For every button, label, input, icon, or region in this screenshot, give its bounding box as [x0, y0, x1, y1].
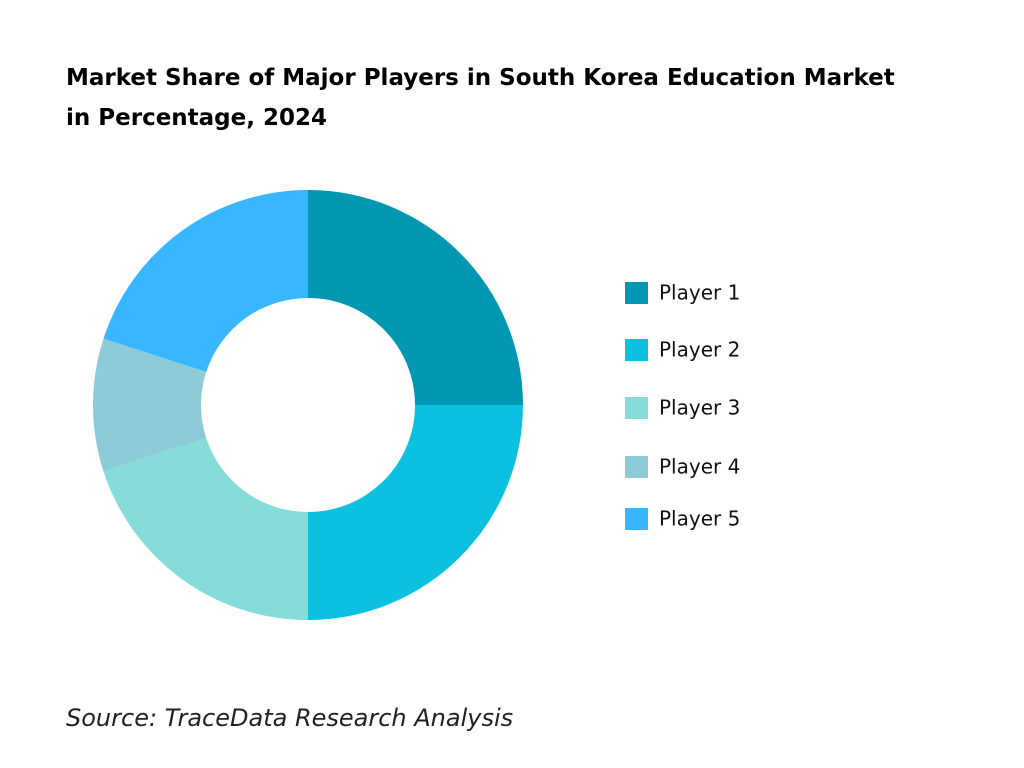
- source: Source: TraceData Research Analysis: [66, 704, 513, 732]
- chart-title: Market Share of Major Players in South K…: [66, 65, 895, 131]
- legend-swatch: [625, 456, 648, 478]
- legend-label: Player 2: [659, 338, 740, 362]
- legend-swatch: [625, 282, 648, 304]
- legend-swatch: [625, 339, 648, 361]
- legend-label: Player 3: [659, 396, 740, 420]
- legend-swatch: [625, 508, 648, 530]
- legend-label: Player 4: [659, 455, 740, 479]
- donut-slice: [103, 438, 308, 620]
- legend-label: Player 5: [659, 507, 740, 531]
- donut-slice: [92, 338, 207, 472]
- donut-slice: [103, 190, 308, 372]
- legend-swatch: [625, 397, 648, 419]
- donut-slice: [308, 405, 523, 620]
- legend-label: Player 1: [659, 281, 740, 305]
- donut-slice: [308, 190, 523, 405]
